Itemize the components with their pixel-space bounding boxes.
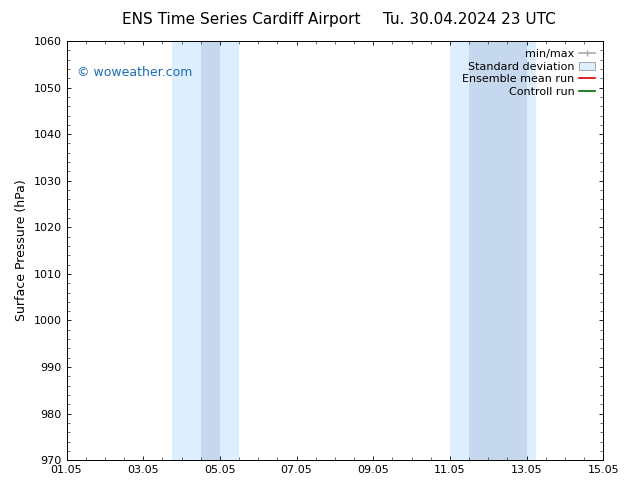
Bar — [450, 41, 536, 460]
Text: © woweather.com: © woweather.com — [77, 66, 193, 79]
Legend: min/max, Standard deviation, Ensemble mean run, Controll run: min/max, Standard deviation, Ensemble me… — [460, 47, 598, 99]
Text: Tu. 30.04.2024 23 UTC: Tu. 30.04.2024 23 UTC — [383, 12, 555, 27]
Bar — [172, 41, 239, 460]
Y-axis label: Surface Pressure (hPa): Surface Pressure (hPa) — [15, 180, 28, 321]
Text: ENS Time Series Cardiff Airport: ENS Time Series Cardiff Airport — [122, 12, 360, 27]
Bar — [201, 41, 220, 460]
Bar — [469, 41, 526, 460]
